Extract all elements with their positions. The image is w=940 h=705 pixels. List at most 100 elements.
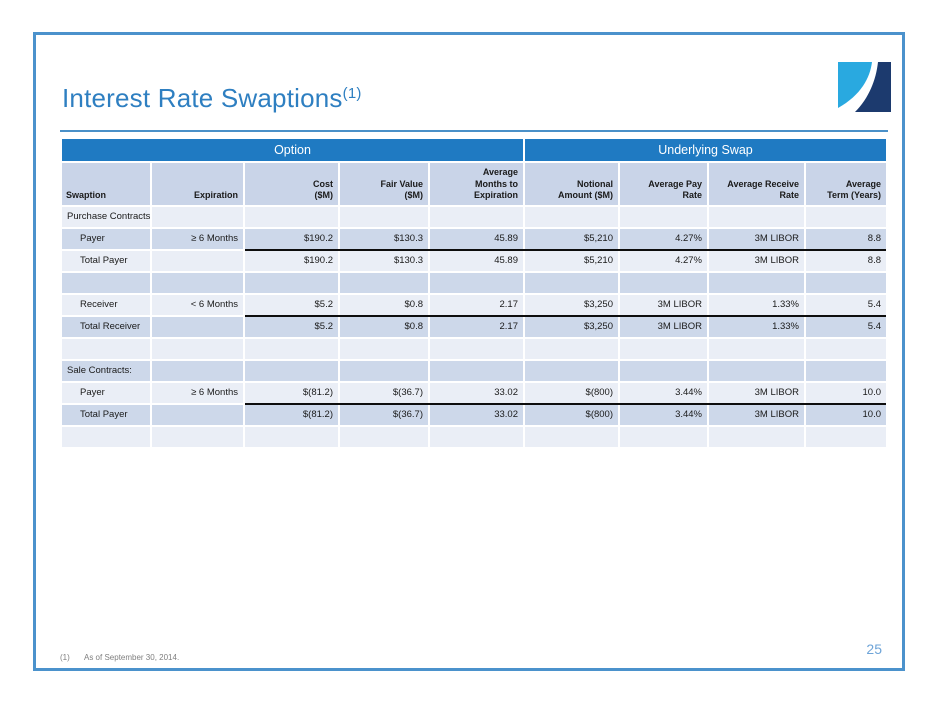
table-cell: [340, 207, 428, 227]
table-cell: 33.02: [430, 383, 523, 403]
table-cell: [620, 339, 707, 359]
table-cell: [62, 339, 150, 359]
table-cell: $0.8: [340, 295, 428, 315]
table-cell: [806, 361, 886, 381]
footnote-text: As of September 30, 2014.: [84, 653, 180, 662]
table-column-header-row: Swaption Expiration Cost ($M) Fair Value ($…: [62, 163, 886, 205]
swaptions-table: Option Underlying Swap Swaption Expiration…: [62, 139, 886, 447]
table-row: [62, 273, 886, 293]
table-cell: 3.44%: [620, 383, 707, 403]
table-cell: [340, 361, 428, 381]
table-cell: $130.3: [340, 229, 428, 249]
table-cell: 4.27%: [620, 229, 707, 249]
table-cell: [152, 273, 243, 293]
table-cell: ≥ 6 Months: [152, 229, 243, 249]
table-body: Purchase Contracts: Payer ≥ 6 Months $190.2…: [62, 207, 886, 447]
table-cell: [709, 361, 804, 381]
table-cell: [152, 361, 243, 381]
table-cell: [806, 273, 886, 293]
table-cell: [806, 339, 886, 359]
table-cell: [430, 273, 523, 293]
table-cell: 3M LIBOR: [620, 295, 707, 315]
table-cell: 4.27%: [620, 251, 707, 271]
table-cell: Total Payer: [62, 251, 150, 271]
table-cell: [340, 339, 428, 359]
table-cell: [620, 427, 707, 447]
table-cell: [620, 361, 707, 381]
table-cell: [152, 427, 243, 447]
table-row: Total Payer $(81.2) $(36.7) 33.02 $(800) 3.44…: [62, 405, 886, 425]
table-cell: [525, 427, 618, 447]
table-cell: [430, 361, 523, 381]
table-row: [62, 339, 886, 359]
table-cell: Receiver: [62, 295, 150, 315]
table-cell: $190.2: [245, 251, 338, 271]
column-header-cell: Cost ($M): [245, 163, 338, 205]
table-cell: [152, 405, 243, 425]
table-cell: $130.3: [340, 251, 428, 271]
table-cell: 3M LIBOR: [709, 251, 804, 271]
table-cell: [525, 207, 618, 227]
title-footnote-marker: (1): [342, 85, 362, 103]
table-cell: 3.44%: [620, 405, 707, 425]
table-cell: $3,250: [525, 317, 618, 337]
table-cell: [709, 339, 804, 359]
column-header-cell: Average Months to Expiration: [430, 163, 523, 205]
column-header-cell: Notional Amount ($M): [525, 163, 618, 205]
table-cell: $5,210: [525, 229, 618, 249]
table-cell: 45.89: [430, 251, 523, 271]
table-cell: Sale Contracts:: [62, 361, 150, 381]
table-cell: 3M LIBOR: [709, 229, 804, 249]
table-cell: 5.4: [806, 295, 886, 315]
table-row: Sale Contracts:: [62, 361, 886, 381]
table-cell: $5,210: [525, 251, 618, 271]
table-cell: [340, 427, 428, 447]
table-cell: [152, 251, 243, 271]
table-cell: [245, 273, 338, 293]
page-title-text: Interest Rate Swaptions: [62, 83, 343, 113]
table-group-header-row: Option Underlying Swap: [62, 139, 886, 161]
table-cell: [152, 207, 243, 227]
table-cell: 33.02: [430, 405, 523, 425]
table-row: Total Payer $190.2 $130.3 45.89 $5,210 4.27% 3…: [62, 251, 886, 271]
table-cell: 10.0: [806, 405, 886, 425]
table-cell: [709, 273, 804, 293]
table-cell: ≥ 6 Months: [152, 383, 243, 403]
table-cell: [709, 427, 804, 447]
table-cell: Payer: [62, 383, 150, 403]
table-cell: $5.2: [245, 317, 338, 337]
table-cell: [245, 339, 338, 359]
table-cell: [152, 339, 243, 359]
table-cell: [525, 273, 618, 293]
column-header-cell: Expiration: [152, 163, 243, 205]
table-cell: $(36.7): [340, 405, 428, 425]
table-row: Payer ≥ 6 Months $(81.2) $(36.7) 33.02 $(800)…: [62, 383, 886, 405]
table-cell: [709, 207, 804, 227]
table-cell: [245, 427, 338, 447]
column-header-cell: Swaption: [62, 163, 150, 205]
table-cell: [62, 273, 150, 293]
table-cell: $(36.7): [340, 383, 428, 403]
table-cell: $(81.2): [245, 383, 338, 403]
table-cell: $(800): [525, 383, 618, 403]
table-cell: 8.8: [806, 229, 886, 249]
table-row: Payer ≥ 6 Months $190.2 $130.3 45.89 $5,210 4.…: [62, 229, 886, 251]
table-cell: Total Payer: [62, 405, 150, 425]
group-header-cell: Option: [62, 139, 523, 161]
table-cell: [430, 207, 523, 227]
column-header-cell: Average Pay Rate: [620, 163, 707, 205]
title-underline: [60, 130, 888, 132]
table-cell: [806, 427, 886, 447]
column-header-cell: Fair Value ($M): [340, 163, 428, 205]
table-row: Receiver < 6 Months $5.2 $0.8 2.17 $3,250 3M L…: [62, 295, 886, 317]
column-header-cell: Average Term (Years): [806, 163, 886, 205]
table-cell: [620, 273, 707, 293]
group-header-cell: Underlying Swap: [525, 139, 886, 161]
table-cell: [245, 361, 338, 381]
footnote: (1) As of September 30, 2014.: [60, 653, 179, 662]
table-cell: < 6 Months: [152, 295, 243, 315]
table-cell: 5.4: [806, 317, 886, 337]
table-cell: 3M LIBOR: [709, 405, 804, 425]
table-cell: [620, 207, 707, 227]
table-cell: Purchase Contracts:: [62, 207, 150, 227]
